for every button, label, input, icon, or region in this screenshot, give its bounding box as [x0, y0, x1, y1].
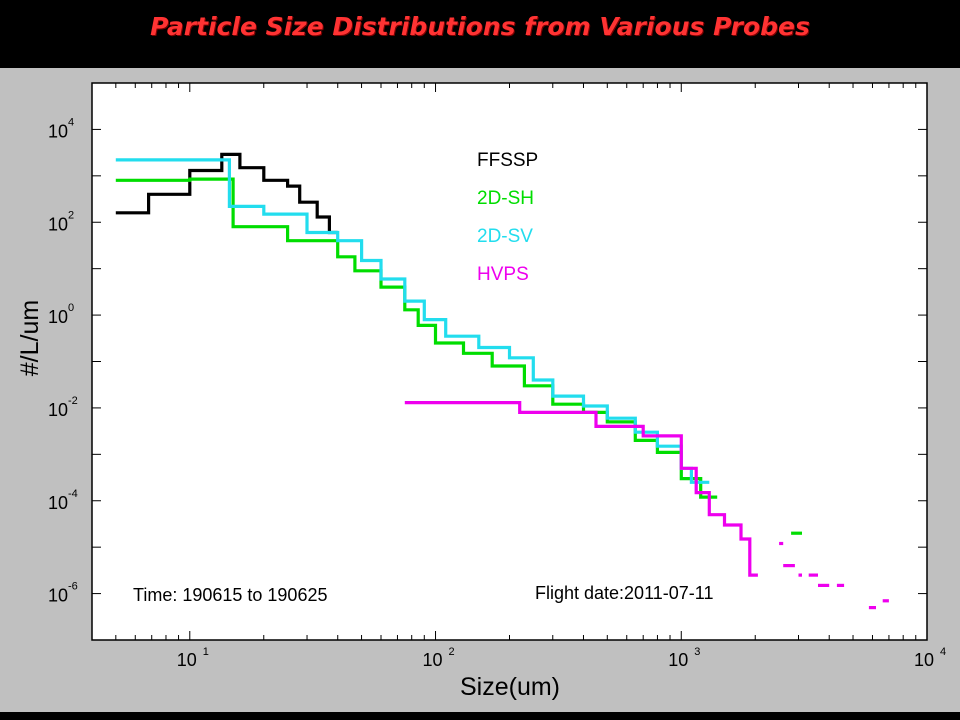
x-tick-label: 10	[668, 650, 688, 670]
x-tick-label: 10	[177, 650, 197, 670]
legend-item-2d-sv: 2D-SV	[477, 226, 533, 247]
y-tick-exponent: -2	[68, 395, 78, 407]
x-tick-label: 10	[423, 650, 443, 670]
y-tick-label: 10	[48, 400, 68, 420]
y-tick-exponent: -6	[68, 581, 78, 593]
x-axis-label: Size(um)	[460, 673, 560, 701]
time-annotation: Time: 190615 to 190625	[133, 585, 327, 605]
legend-item-2d-sh: 2D-SH	[477, 188, 534, 209]
bottom-bar	[0, 712, 960, 720]
series-line-2d-sh	[115, 177, 718, 499]
legend-item-hvps: HVPS	[477, 264, 529, 285]
chart: 10 1 10 2 10 3 10 410 410 210 010 -210 -410 -6 FFSSP2…	[16, 82, 946, 701]
series-line-2d-sv	[115, 158, 710, 484]
legend: FFSSP 2D-SH 2D-SV HVPS	[477, 150, 538, 285]
y-tick-label: 10	[48, 307, 68, 327]
y-tick-label: 10	[48, 586, 68, 606]
series-layer	[115, 152, 889, 610]
y-axis-label: #/L/um	[16, 300, 44, 376]
y-tick-exponent: -4	[68, 488, 78, 500]
plot-area	[91, 82, 928, 641]
x-tick-exponent: 3	[694, 646, 700, 658]
x-tick-exponent: 4	[940, 646, 946, 658]
y-tick-exponent: 0	[68, 302, 74, 314]
axis-ticks: 10 1 10 2 10 3 10 410 410 210 010 -210 -410 -6	[48, 82, 946, 670]
series-line-ffssp	[115, 152, 338, 235]
y-tick-exponent: 2	[68, 209, 74, 221]
y-tick-label: 10	[48, 214, 68, 234]
series-line-hvps	[404, 401, 758, 577]
slide-title: Particle Size Distributions from Various…	[150, 12, 810, 41]
title-bar	[0, 0, 960, 68]
y-tick-label: 10	[48, 121, 68, 141]
x-tick-exponent: 2	[449, 646, 455, 658]
y-tick-label: 10	[48, 493, 68, 513]
legend-item-ffssp: FFSSP	[477, 150, 538, 171]
flight-date-annotation: Flight date:2011-07-11	[535, 583, 713, 603]
y-tick-exponent: 4	[68, 116, 74, 128]
x-tick-label: 10	[914, 650, 934, 670]
x-tick-exponent: 1	[203, 646, 209, 658]
